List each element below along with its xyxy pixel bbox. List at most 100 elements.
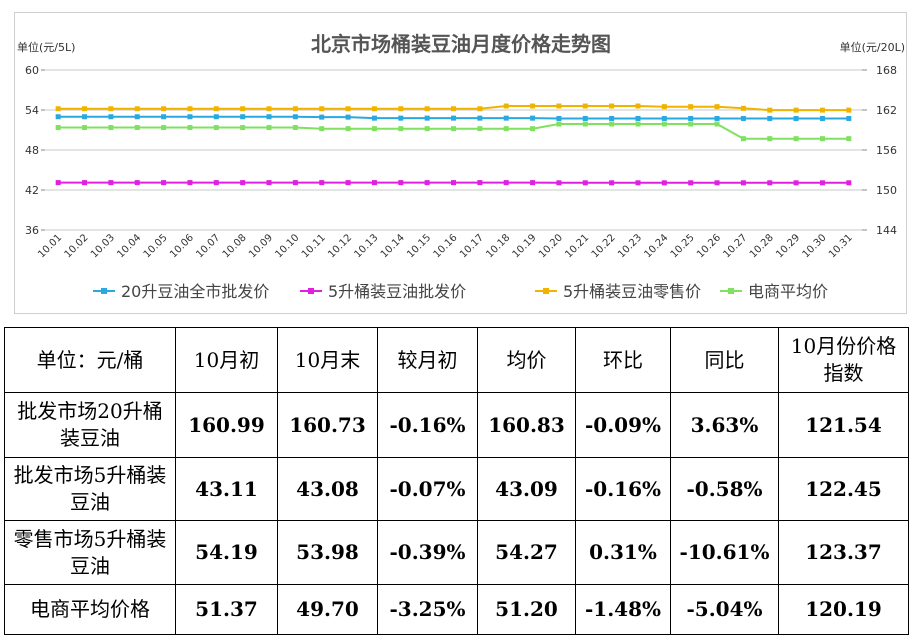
x-tick-label: 10.05 (142, 232, 170, 260)
data-point (688, 115, 694, 121)
data-point (292, 114, 298, 120)
data-point (714, 180, 720, 186)
data-point (767, 180, 773, 186)
data-point (556, 180, 562, 186)
chart-title: 北京市场桶装豆油月度价格走势图 (311, 32, 611, 56)
price-table: 单位：元/桶 10月初 10月末 较月初 均价 环比 同比 10月份价格指数 批… (4, 327, 909, 635)
data-point (714, 104, 720, 110)
data-point (319, 106, 325, 112)
data-point (846, 115, 852, 121)
price-chart: 北京市场桶装豆油月度价格走势图 单位(元/5L) 单位(元/20L) 36 144… (14, 12, 907, 314)
x-tick-label: 10.24 (642, 232, 670, 260)
data-point (635, 121, 641, 127)
data-point (661, 121, 667, 127)
x-tick-label: 10.25 (669, 232, 697, 260)
data-point (319, 114, 325, 120)
x-tick-label: 10.17 (458, 232, 486, 260)
cell: 54.27 (477, 520, 576, 585)
table-header-row: 单位：元/桶 10月初 10月末 较月初 均价 环比 同比 10月份价格指数 (4, 327, 909, 393)
cell: -0.16% (377, 392, 478, 458)
cell: 53.98 (277, 520, 378, 585)
x-tick-label: 10.18 (484, 232, 512, 260)
data-point (55, 125, 61, 131)
data-point (292, 106, 298, 112)
data-point (134, 180, 140, 186)
x-tick-label: 10.03 (89, 232, 117, 260)
data-point (161, 180, 167, 186)
header-start: 10月初 (175, 327, 278, 393)
legend-label: 20升豆油全市批发价 (121, 282, 269, 301)
data-point (477, 106, 483, 112)
row-label: 零售市场5升桶装豆油 (4, 520, 176, 585)
data-point (609, 115, 615, 121)
data-point (134, 114, 140, 120)
cell: -0.16% (575, 457, 671, 521)
x-tick-label: 10.15 (405, 232, 433, 260)
data-point (424, 106, 430, 112)
right-tick-label: 156 (876, 144, 897, 157)
left-tick-label: 48 (25, 144, 39, 157)
data-point (424, 126, 430, 132)
x-tick-label: 10.13 (353, 232, 381, 260)
data-point (161, 106, 167, 112)
data-point (292, 125, 298, 131)
data-point (793, 107, 799, 113)
cell: -0.39% (377, 520, 478, 585)
cell: 51.20 (477, 584, 576, 635)
right-tick-label: 168 (876, 64, 897, 77)
x-tick-label: 10.14 (379, 232, 407, 260)
left-tick-label: 36 (25, 224, 39, 237)
data-point (846, 180, 852, 186)
data-point (635, 115, 641, 121)
data-point (398, 126, 404, 132)
data-point (398, 115, 404, 121)
legend-label: 电商平均价 (748, 282, 828, 301)
data-point (266, 114, 272, 120)
table-row: 电商平均价格 51.37 49.70 -3.25% 51.20 -1.48% -… (4, 584, 909, 635)
x-tick-label: 10.31 (827, 232, 855, 260)
x-tick-label: 10.29 (774, 232, 802, 260)
data-point (556, 103, 562, 109)
data-point (503, 103, 509, 109)
data-point (451, 106, 456, 112)
cell: 49.70 (277, 584, 378, 635)
left-tick-label: 42 (25, 184, 39, 197)
data-point (266, 106, 272, 112)
right-tick-label: 144 (876, 224, 897, 237)
data-point (451, 115, 456, 121)
data-point (345, 180, 351, 186)
data-point (213, 125, 219, 131)
x-tick-label: 10.11 (300, 232, 328, 260)
header-mom: 环比 (575, 327, 671, 393)
data-point (187, 125, 193, 131)
data-point (134, 125, 140, 131)
data-point (582, 121, 588, 127)
data-point (714, 121, 720, 127)
data-point (530, 115, 536, 121)
data-point (345, 106, 351, 112)
data-point (55, 180, 61, 186)
data-point (371, 126, 377, 132)
x-tick-label: 10.06 (168, 232, 196, 260)
table-row: 零售市场5升桶装豆油 54.19 53.98 -0.39% 54.27 0.31… (4, 520, 909, 585)
data-point (635, 180, 641, 186)
x-tick-label: 10.07 (194, 232, 222, 260)
data-point (819, 115, 825, 121)
data-point (345, 126, 351, 132)
x-tick-label: 10.16 (432, 232, 460, 260)
data-point (661, 180, 667, 186)
data-point (740, 105, 746, 111)
cell: 160.73 (277, 392, 378, 458)
cell: -0.07% (377, 457, 478, 521)
cell: 120.19 (778, 584, 909, 635)
data-point (55, 106, 61, 112)
x-tick-label: 10.30 (801, 232, 829, 260)
x-tick-label: 10.02 (63, 232, 91, 260)
data-point (82, 125, 88, 131)
data-point (187, 180, 193, 186)
x-tick-label: 10.04 (115, 232, 143, 260)
data-point (688, 121, 694, 127)
data-point (371, 115, 377, 121)
cell: -0.09% (575, 392, 671, 458)
data-point (424, 180, 430, 186)
